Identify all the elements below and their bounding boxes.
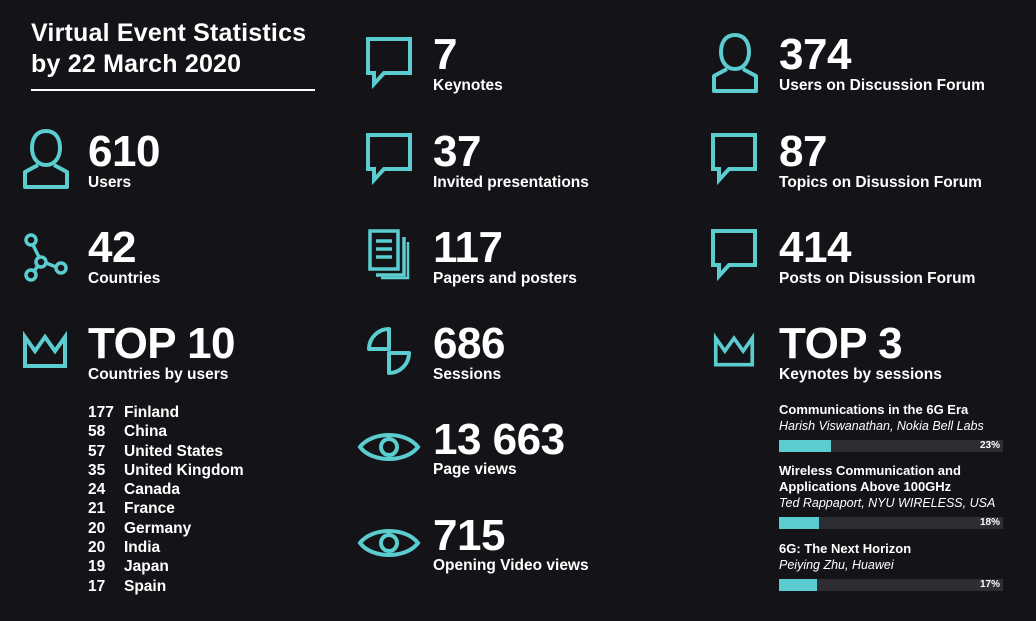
keynote-author: Peiying Zhu, Huawei	[779, 558, 894, 572]
country-count: 21	[88, 500, 106, 518]
country-name: France	[124, 500, 175, 518]
keynote-share-bar: 18%	[779, 517, 1003, 529]
speech-bubble-icon	[711, 133, 757, 186]
keynote-rank-3: 6G: The Next Horizon Peiying Zhu, Huawei…	[779, 541, 1005, 591]
invited-label: Invited presentations	[433, 174, 589, 191]
network-icon	[22, 231, 70, 283]
speech-bubble-icon	[366, 133, 412, 186]
country-count: 19	[88, 558, 106, 576]
papers-label: Papers and posters	[433, 270, 577, 287]
top3-heading: TOP 3	[779, 319, 903, 368]
country-name: Finland	[124, 404, 180, 421]
keynotes-count: 7	[433, 30, 457, 79]
pageviews-count: 13 663	[433, 415, 565, 464]
country-name: Germany	[124, 519, 192, 537]
keynote-share-bar: 23%	[779, 440, 1003, 452]
keynote-share-fill	[779, 517, 820, 529]
keynote-share-fill	[779, 440, 831, 452]
keynotes-label: Keynotes	[433, 77, 503, 94]
user-icon	[22, 128, 70, 190]
country-count: 35	[88, 461, 106, 479]
keynote-author: Ted Rappaport, NYU WIRELESS, USA	[779, 496, 996, 510]
top10-heading: TOP 10	[88, 319, 236, 368]
keynote-rank-2: Wireless Communication and Applications …	[779, 463, 1005, 529]
country-name: Japan	[124, 558, 169, 576]
keynote-share-percent: 17%	[979, 579, 1000, 590]
list-item: 17 Spain	[88, 577, 244, 596]
country-count: 57	[88, 442, 106, 460]
forum-users-count: 374	[779, 30, 851, 79]
keynote-title: 6G: The Next Horizon	[779, 541, 912, 556]
keynote-title: Wireless Communication and Applications …	[779, 463, 961, 494]
speech-bubble-icon	[366, 37, 412, 90]
list-item: 35 United Kingdom	[88, 461, 244, 480]
list-item: 177 Finland	[88, 403, 244, 422]
top-countries-list: 177 Finland 58 China 57 United States 35 Uni…	[88, 403, 244, 596]
country-count: 24	[88, 481, 106, 499]
country-name: United States	[124, 442, 224, 460]
invited-count: 37	[433, 127, 481, 176]
eye-icon	[357, 524, 421, 562]
documents-icon	[368, 229, 410, 280]
sessions-label: Sessions	[433, 366, 502, 383]
keynote-share-fill	[779, 579, 818, 591]
list-item: 21 France	[88, 499, 244, 518]
country-count: 58	[88, 423, 106, 441]
videoviews-label: Opening Video views	[433, 557, 589, 574]
list-item: 57 United States	[88, 442, 244, 461]
topics-label: Topics on Disussion Forum	[779, 174, 982, 191]
country-count: 177	[88, 404, 114, 421]
country-count: 17	[88, 577, 106, 595]
pageviews-label: Page views	[433, 461, 517, 478]
user-icon	[711, 32, 759, 94]
country-name: China	[124, 423, 168, 441]
country-name: Spain	[124, 577, 167, 595]
keynote-rank-1: Communications in the 6G Era Harish Visw…	[779, 402, 1005, 452]
papers-count: 117	[433, 223, 503, 272]
list-item: 20 Germany	[88, 519, 244, 538]
top3-label: Keynotes by sessions	[779, 366, 942, 383]
list-item: 58 China	[88, 422, 244, 441]
keynote-title: Communications in the 6G Era	[779, 402, 969, 417]
keynote-author: Harish Viswanathan, Nokia Bell Labs	[779, 419, 984, 433]
topics-count: 87	[779, 127, 827, 176]
country-count: 20	[88, 519, 106, 537]
forum-users-label: Users on Discussion Forum	[779, 77, 985, 94]
title-line-2: by 22 March 2020	[31, 50, 242, 78]
keynote-share-percent: 23%	[979, 440, 1000, 451]
videoviews-count: 715	[433, 511, 505, 560]
page-title: Virtual Event Statistics by 22 March 202…	[31, 18, 315, 80]
title-divider	[31, 89, 315, 91]
top10-label: Countries by users	[88, 366, 229, 383]
users-label: Users	[88, 174, 132, 191]
country-count: 20	[88, 539, 106, 557]
crown-icon	[22, 330, 68, 369]
countries-label: Countries	[88, 270, 161, 287]
posts-label: Posts on Disussion Forum	[779, 270, 976, 287]
list-item: 20 India	[88, 538, 244, 557]
speech-bubble-icon	[711, 229, 757, 282]
country-name: India	[124, 539, 161, 557]
country-name: United Kingdom	[124, 461, 244, 479]
list-item: 19 Japan	[88, 557, 244, 576]
posts-count: 414	[779, 223, 851, 272]
eye-icon	[357, 428, 421, 466]
keynote-share-bar: 17%	[779, 579, 1003, 591]
users-count: 610	[88, 127, 160, 176]
list-item: 24 Canada	[88, 480, 244, 499]
title-line-1: Virtual Event Statistics	[31, 19, 307, 47]
countries-count: 42	[88, 223, 136, 272]
crown-icon	[713, 332, 755, 369]
sessions-icon	[366, 326, 412, 378]
sessions-count: 686	[433, 319, 505, 368]
keynote-share-percent: 18%	[979, 517, 1000, 528]
country-name: Canada	[124, 481, 180, 499]
